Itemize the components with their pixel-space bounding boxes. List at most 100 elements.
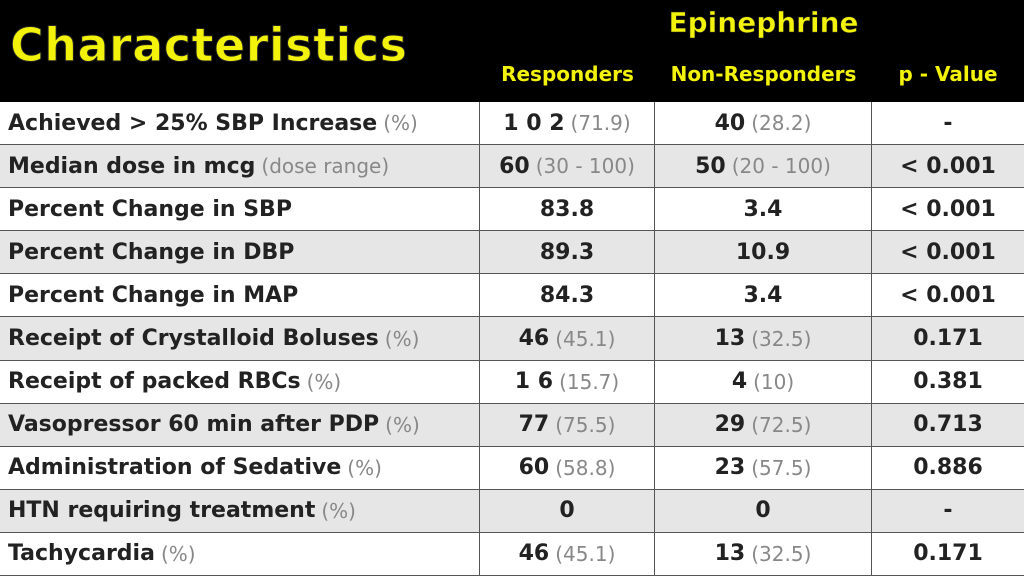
cell-value: 83.8 xyxy=(539,196,595,222)
table-row: Tachycardia (%) 46 (45.1) 13 (32.5) 0.171 xyxy=(0,532,1024,576)
table-cell: 29 (72.5) xyxy=(655,403,872,446)
data-table: Achieved > 25% SBP Increase (%) 1 0 2 (71.9… xyxy=(0,102,1024,576)
table-cell: 50 (20 - 100) xyxy=(655,145,872,188)
cell-note: (32.5) xyxy=(751,541,812,566)
column-header-responders: Responders xyxy=(501,62,634,86)
table-cell: 77 (75.5) xyxy=(480,403,655,446)
table-cell: 0.886 xyxy=(872,447,1024,489)
table-row: Receipt of packed RBCs (%) 1 6 (15.7) 4 (10) 0… xyxy=(0,360,1024,404)
row-label-cell: HTN requiring treatment (%) xyxy=(0,489,480,532)
table-row: Percent Change in SBP 83.8 3.4 < 0.001 xyxy=(0,188,1024,232)
row-label: HTN requiring treatment xyxy=(8,498,316,524)
cell-note: (32.5) xyxy=(751,326,812,351)
row-label-note: (%) xyxy=(384,326,420,351)
table-cell: 0.171 xyxy=(872,533,1024,575)
table-row: Percent Change in DBP 89.3 10.9 < 0.001 xyxy=(0,231,1024,275)
cell-value: 0.713 xyxy=(913,412,983,438)
cell-value: - xyxy=(943,498,953,524)
table-cell: - xyxy=(872,102,1024,144)
cell-value: 60 xyxy=(518,455,550,481)
cell-value: 84.3 xyxy=(539,282,595,308)
table-cell: < 0.001 xyxy=(872,231,1024,273)
row-label-cell: Administration of Sedative (%) xyxy=(0,446,480,489)
cell-value: 3.4 xyxy=(743,196,783,222)
cell-value: 0.171 xyxy=(913,541,983,567)
table-cell: 13 (32.5) xyxy=(655,317,872,360)
table-cell: 0.381 xyxy=(872,361,1024,403)
row-label: Percent Change in DBP xyxy=(8,239,295,265)
cell-value: 0 xyxy=(559,498,575,524)
cell-note: (45.1) xyxy=(555,541,616,566)
row-label-cell: Receipt of Crystalloid Boluses (%) xyxy=(0,317,480,360)
row-label-cell: Percent Change in DBP xyxy=(0,231,480,274)
row-label-note: (%) xyxy=(383,111,418,136)
cell-value: 0.171 xyxy=(913,326,983,352)
cell-value: 40 xyxy=(714,110,746,136)
cell-value: 60 xyxy=(499,153,530,179)
cell-value: 1 6 xyxy=(514,369,554,395)
cell-note: (45.1) xyxy=(555,326,616,351)
table-cell: 4 (10) xyxy=(655,360,872,403)
cell-note: (57.5) xyxy=(751,455,812,480)
table-cell: < 0.001 xyxy=(872,145,1024,187)
table-cell: 46 (45.1) xyxy=(480,532,655,576)
row-label-note: (%) xyxy=(385,412,420,437)
cell-value: 77 xyxy=(518,412,550,438)
table-cell: 23 (57.5) xyxy=(655,446,872,489)
cell-value: 10.9 xyxy=(735,239,791,265)
row-label-cell: Achieved > 25% SBP Increase (%) xyxy=(0,102,480,145)
cell-note: (20 - 100) xyxy=(731,154,831,179)
page-title: Characteristics xyxy=(9,18,408,73)
row-label: Median dose in mcg xyxy=(8,153,256,179)
cell-value: 29 xyxy=(714,412,746,438)
cell-value: < 0.001 xyxy=(900,196,996,222)
row-label-note: (%) xyxy=(306,369,342,394)
table-row: Achieved > 25% SBP Increase (%) 1 0 2 (71.9… xyxy=(0,102,1024,146)
table-cell: < 0.001 xyxy=(872,274,1024,316)
row-label: Administration of Sedative xyxy=(8,455,342,481)
row-label-note: (%) xyxy=(347,455,382,480)
cell-note: (72.5) xyxy=(751,412,812,437)
cell-value: 4 xyxy=(731,369,748,395)
row-label: Percent Change in MAP xyxy=(8,282,299,308)
table-cell: 3.4 xyxy=(655,274,872,317)
table-cell: 60 (58.8) xyxy=(480,446,655,489)
row-label-cell: Percent Change in SBP xyxy=(0,188,480,231)
row-label: Percent Change in SBP xyxy=(8,196,292,222)
table-cell: 89.3 xyxy=(480,231,655,274)
cell-value: 0.381 xyxy=(913,369,983,395)
cell-value: < 0.001 xyxy=(900,282,996,308)
cell-note: (58.8) xyxy=(555,455,616,480)
table-row: Median dose in mcg (dose range) 60 (30 - 10… xyxy=(0,145,1024,189)
column-group-epinephrine: Epinephrine xyxy=(668,6,859,40)
cell-note: (28.2) xyxy=(751,111,812,136)
row-label-note: (%) xyxy=(160,541,196,566)
table-row: HTN requiring treatment (%) 0 0 - xyxy=(0,489,1024,533)
cell-value: 0.886 xyxy=(913,455,983,481)
cell-value: < 0.001 xyxy=(900,153,996,179)
table-cell: 13 (32.5) xyxy=(655,532,872,576)
table-cell: < 0.001 xyxy=(872,188,1024,230)
table-row: Percent Change in MAP 84.3 3.4 < 0.001 xyxy=(0,274,1024,318)
row-label: Vasopressor 60 min after PDP xyxy=(8,412,380,438)
cell-value: 46 xyxy=(518,326,550,352)
cell-note: (71.9) xyxy=(570,111,631,136)
table-cell: 60 (30 - 100) xyxy=(480,145,655,188)
table-cell: 0 xyxy=(480,489,655,532)
row-label-cell: Median dose in mcg (dose range) xyxy=(0,145,480,188)
cell-value: 3.4 xyxy=(743,282,783,308)
cell-value: 13 xyxy=(714,541,746,567)
row-label-cell: Vasopressor 60 min after PDP (%) xyxy=(0,403,480,446)
table-header: Characteristics Epinephrine Responders N… xyxy=(0,0,1024,102)
row-label: Receipt of packed RBCs xyxy=(8,369,301,395)
row-label-cell: Percent Change in MAP xyxy=(0,274,480,317)
table-cell: 1 0 2 (71.9) xyxy=(480,102,655,145)
table-cell: 0 xyxy=(655,489,872,532)
cell-value: 23 xyxy=(714,455,746,481)
table-row: Receipt of Crystalloid Boluses (%) 46 (45.1… xyxy=(0,317,1024,361)
column-header-p-value: p - Value xyxy=(898,62,998,86)
table-row: Administration of Sedative (%) 60 (58.8) 23(… xyxy=(0,446,1024,490)
column-header-non-responders: Non-Responders xyxy=(670,62,857,86)
table-cell: 0.171 xyxy=(872,317,1024,359)
row-label-cell: Tachycardia (%) xyxy=(0,532,480,576)
